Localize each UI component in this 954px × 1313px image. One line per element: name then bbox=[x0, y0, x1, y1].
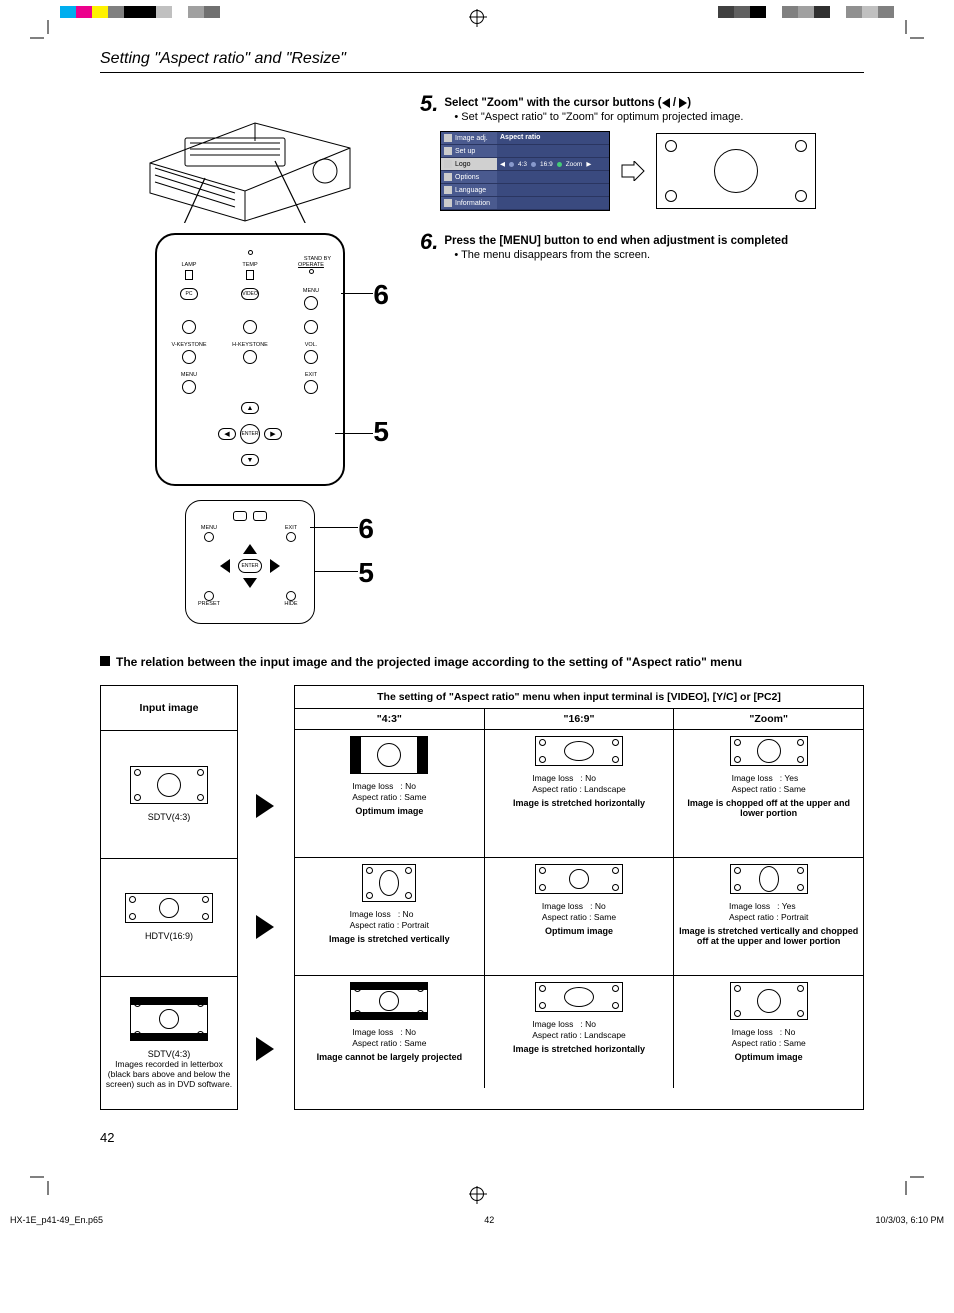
projected-image-preview bbox=[656, 133, 816, 209]
output-cell: Image loss : YesAspect ratio : PortraitI… bbox=[674, 858, 863, 975]
exit-btn-label: EXIT bbox=[305, 372, 317, 378]
page-number: 42 bbox=[100, 1130, 864, 1145]
input-header: Input image bbox=[101, 686, 237, 731]
arrow-right-icon bbox=[256, 794, 274, 818]
bullet-square-icon bbox=[100, 656, 110, 666]
input-cell: SDTV(4:3)Images recorded in letterbox (b… bbox=[101, 977, 237, 1109]
column-header: "16:9" bbox=[485, 709, 675, 729]
step-5: 5. Select "Zoom" with the cursor buttons… bbox=[420, 93, 864, 123]
output-cell: Image loss : NoAspect ratio : LandscapeI… bbox=[485, 730, 675, 857]
step-number: 5. bbox=[420, 93, 438, 123]
enter-button: ENTER bbox=[240, 424, 260, 444]
callout-5: 5 bbox=[373, 416, 389, 448]
output-cell: Image loss : NoAspect ratio : PortraitIm… bbox=[295, 858, 485, 975]
dpad: ▲▼ ◀▶ ENTER bbox=[218, 402, 282, 466]
remote-enter: ENTER bbox=[238, 559, 262, 573]
control-panel: STAND BY LAMP TEMP OPERATE PC VIDEO MENU bbox=[155, 233, 345, 486]
output-cell: Image loss : YesAspect ratio : SameImage… bbox=[674, 730, 863, 857]
vkey-label: V-KEYSTONE bbox=[171, 342, 206, 348]
step-bullet: The menu disappears from the screen. bbox=[454, 249, 864, 261]
step-title: Press the [MENU] button to end when adju… bbox=[444, 235, 864, 247]
lamp-label: LAMP bbox=[182, 262, 197, 268]
projector-illustration bbox=[135, 93, 365, 223]
section-title: Setting "Aspect ratio" and "Resize" bbox=[100, 50, 864, 73]
remote-preset-label: PRESET bbox=[198, 601, 220, 607]
comparison-table: Input image SDTV(4:3)HDTV(16:9)SDTV(4:3)… bbox=[100, 685, 864, 1110]
step-number: 6. bbox=[420, 231, 438, 261]
arrow-right-icon bbox=[256, 915, 274, 939]
output-cell: Image loss : NoAspect ratio : LandscapeI… bbox=[485, 976, 675, 1088]
arrow-icon bbox=[620, 161, 646, 181]
osd-menu: Image adj.Aspect ratioSet upLogo◀4:316:9… bbox=[440, 131, 610, 211]
menu-btn-label: MENU bbox=[181, 372, 197, 378]
output-cell: Image loss : NoAspect ratio : SameOptimu… bbox=[674, 976, 863, 1088]
output-header: The setting of "Aspect ratio" menu when … bbox=[295, 686, 863, 709]
footer-date: 10/3/03, 6:10 PM bbox=[875, 1215, 944, 1225]
output-cell: Image loss : NoAspect ratio : SameOptimu… bbox=[485, 858, 675, 975]
hkey-label: H-KEYSTONE bbox=[232, 342, 268, 348]
step-bullet: Set "Aspect ratio" to "Zoom" for optimum… bbox=[454, 111, 864, 123]
column-header: "4:3" bbox=[295, 709, 485, 729]
step-6: 6. Press the [MENU] button to end when a… bbox=[420, 231, 864, 261]
arrows-column bbox=[256, 685, 276, 1110]
step-title: Select "Zoom" with the cursor buttons ( … bbox=[444, 97, 864, 109]
menu-preview: Image adj.Aspect ratioSet upLogo◀4:316:9… bbox=[440, 131, 864, 211]
remote-menu-label: MENU bbox=[201, 525, 217, 531]
input-image-column: Input image SDTV(4:3)HDTV(16:9)SDTV(4:3)… bbox=[100, 685, 238, 1110]
column-header: "Zoom" bbox=[674, 709, 863, 729]
callout-6: 6 bbox=[373, 279, 389, 311]
arrow-right-icon bbox=[256, 1037, 274, 1061]
illustration-column: STAND BY LAMP TEMP OPERATE PC VIDEO MENU bbox=[100, 93, 400, 624]
callout-5-remote: 5 bbox=[358, 557, 374, 589]
callout-6-remote: 6 bbox=[358, 513, 374, 545]
print-footer: HX-1E_p41-49_En.p65 42 10/3/03, 6:10 PM bbox=[0, 1215, 954, 1225]
input-cell: HDTV(16:9) bbox=[101, 859, 237, 977]
remote-control: MENU EXIT ENTER PRESET HIDE 6 5 bbox=[185, 500, 315, 624]
output-cell: Image loss : NoAspect ratio : SameOptimu… bbox=[295, 730, 485, 857]
relation-heading: The relation between the input image and… bbox=[100, 654, 864, 671]
temp-label: TEMP bbox=[242, 262, 257, 268]
remote-hide-label: HIDE bbox=[284, 601, 297, 607]
output-table: The setting of "Aspect ratio" menu when … bbox=[294, 685, 864, 1110]
registration-mark-bottom bbox=[470, 1187, 484, 1201]
output-cell: Image loss : NoAspect ratio : SameImage … bbox=[295, 976, 485, 1088]
footer-page: 42 bbox=[484, 1215, 494, 1225]
vol-label: VOL. bbox=[305, 342, 318, 348]
input-cell: SDTV(4:3) bbox=[101, 731, 237, 859]
remote-exit-label: EXIT bbox=[285, 525, 297, 531]
operate-label: OPERATE bbox=[298, 262, 324, 268]
menu-label: MENU bbox=[303, 288, 319, 294]
footer-file: HX-1E_p41-49_En.p65 bbox=[10, 1215, 103, 1225]
